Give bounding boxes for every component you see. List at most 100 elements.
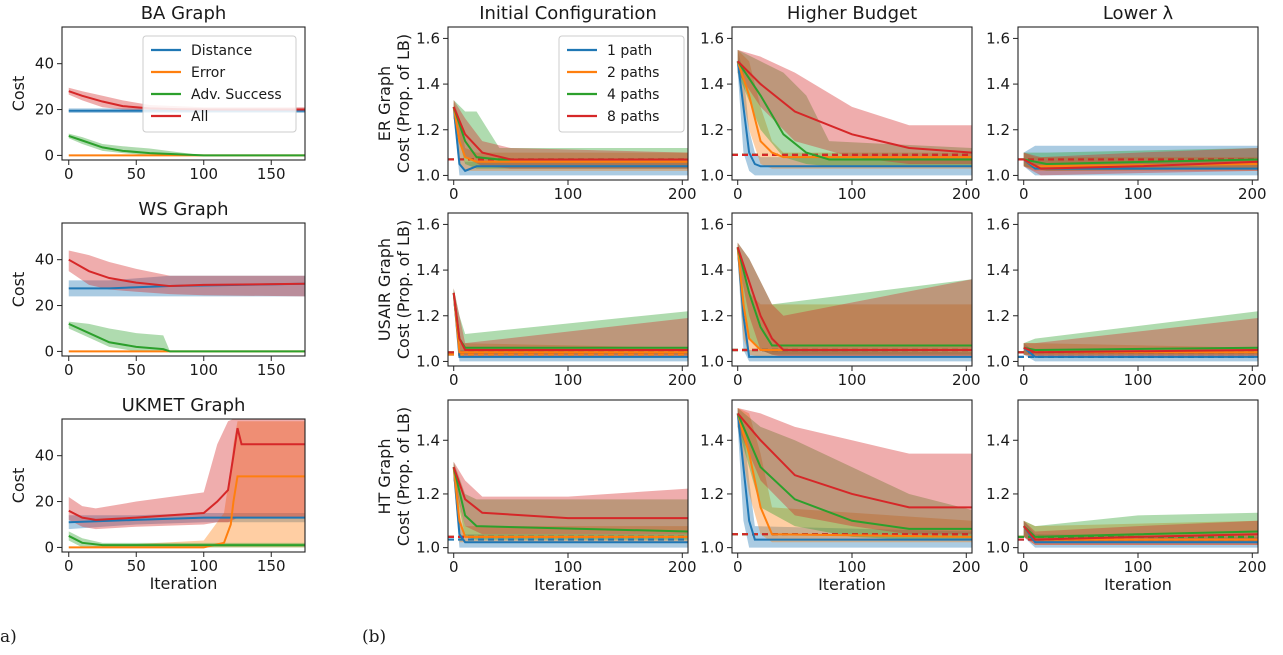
line-1-path [736,61,972,168]
line-8-paths [736,246,972,352]
line-4-paths [736,413,972,530]
chart-b_us_init: 0 100 200 1.0 1.2 1.4 1.6 USAIR Graph Cost (Prop… [375,212,697,389]
x-tick-label: 100 [189,557,218,575]
axes-frame [61,26,306,161]
legend-label-adv-success: Adv. Success [191,87,282,103]
y-tick-label: 20 [35,101,54,119]
x-tick-label: 150 [257,361,286,379]
chart-b_us_low: 0 100 200 1.0 1.2 1.4 1.6 [986,212,1267,389]
x-tick-label: 0 [449,185,459,203]
line-1-path [452,106,688,173]
line-1-path [736,413,972,541]
line-all [68,258,305,288]
band-8-paths [453,288,688,357]
line-adv-success [68,134,305,157]
plot-area [1018,311,1258,362]
y-tick-label: 1.0 [700,352,724,370]
line-4-paths [1023,158,1258,166]
y-tick-label: 1.6 [700,29,724,47]
x-tick-label: 0 [733,185,743,203]
line-4-paths [452,466,688,533]
y-tick-label: 40 [35,251,54,269]
x-tick-label: 100 [1124,371,1153,389]
line-all [68,427,305,521]
y-tick-label: 1.2 [700,121,724,139]
plot-area [448,100,688,176]
x-tick-label: 0 [733,371,743,389]
x-axis-label: Iteration [150,574,218,593]
y-tick-label: 1.0 [416,166,440,184]
y-tick-label: 1.4 [416,431,440,449]
chart-ws: 0 50 100 150 0 20 40 WS Graph Cost [9,199,306,379]
chart-title: Lower λ [1103,3,1174,24]
y-tick-label: 1.2 [416,485,440,503]
band-1-path [453,288,688,362]
band-1-path [453,102,688,176]
y-tick-label: 1.4 [986,261,1010,279]
band-2-paths [1023,343,1258,357]
x-tick-label: 200 [952,371,981,389]
x-tick-label: 100 [838,558,867,576]
axes-frame [61,418,306,553]
x-tick-label: 50 [127,557,146,575]
x-tick-label: 200 [1238,371,1267,389]
legend-label-1-path: 1 path [607,43,652,59]
band-adv-success [68,531,305,548]
band-error [68,421,305,548]
y-tick-label: 1.4 [986,75,1010,93]
x-tick-label: 0 [1019,371,1029,389]
chart-b_er_low: 0 100 200 1.0 1.2 1.4 1.6 Lower λ [986,3,1266,203]
x-tick-label: 100 [189,165,218,183]
y-tick-label: 1.2 [986,121,1010,139]
line-1-path [1023,346,1258,358]
x-axis-label: Iteration [818,575,886,594]
x-tick-label: 100 [1124,558,1153,576]
line-8-paths [737,60,972,154]
y-axis-label: Cost (Prop. of LB) [394,407,413,546]
x-tick-label: 100 [554,185,583,203]
line-2-paths [452,466,688,538]
chart-title: Higher Budget [787,3,917,24]
x-tick-label: 100 [1124,185,1153,203]
band-2-paths [453,461,688,543]
band-1-path [1023,520,1258,548]
chart-b_us_high: 0 100 200 1.0 1.2 1.4 1.6 [700,212,981,389]
y-tick-label: 1.0 [416,352,440,370]
y-tick-label: 20 [35,493,54,511]
x-tick-label: 0 [449,558,459,576]
chart-b_er_init: 0 100 200 1.0 1.2 1.4 1.6 Initial Configuration… [375,3,697,203]
band-1-path [737,49,972,176]
x-tick-label: 150 [257,557,286,575]
y-tick-label: 1.0 [700,166,724,184]
x-axis-label: Iteration [1104,575,1172,594]
chart-title: BA Graph [141,3,227,24]
band-adv-success [68,133,305,156]
band-adv-success [68,321,305,352]
chart-b_ht_init: 0 100 200 1.0 1.2 1.4 Iteration HT Graph Cost (P… [375,399,697,594]
chart-title: WS Graph [138,199,228,220]
line-error [68,475,305,549]
panel-label-b: (b) [362,627,387,647]
y-axis-label: USAIR Graph [375,238,394,341]
legend-label-4-paths: 4 paths [607,87,659,103]
y-tick-label: 1.2 [416,121,440,139]
band-8-paths [737,408,972,535]
y-axis-label: Cost [9,76,28,112]
legend: 1 path 2 paths 4 paths 8 paths [558,35,685,133]
band-2-paths [453,100,688,171]
line-8-paths [1023,346,1258,354]
x-tick-label: 200 [1238,185,1267,203]
x-tick-label: 200 [952,185,981,203]
y-tick-label: 40 [35,55,54,73]
plot-area [1018,512,1258,548]
plot-area [1018,145,1258,176]
y-tick-label: 1.4 [986,431,1010,449]
y-tick-label: 1.4 [700,75,724,93]
y-axis-label: HT Graph [375,439,394,515]
legend-label-distance: Distance [191,43,252,59]
legend-label-all: All [191,109,208,125]
chart-b_ht_high: 0 100 200 1.0 1.2 1.4 Iteration [700,399,981,594]
chart-ukmet: 0 50 100 150 0 20 40 UKMET Graph Iteration Cost [9,395,306,593]
plot-area [448,461,688,548]
